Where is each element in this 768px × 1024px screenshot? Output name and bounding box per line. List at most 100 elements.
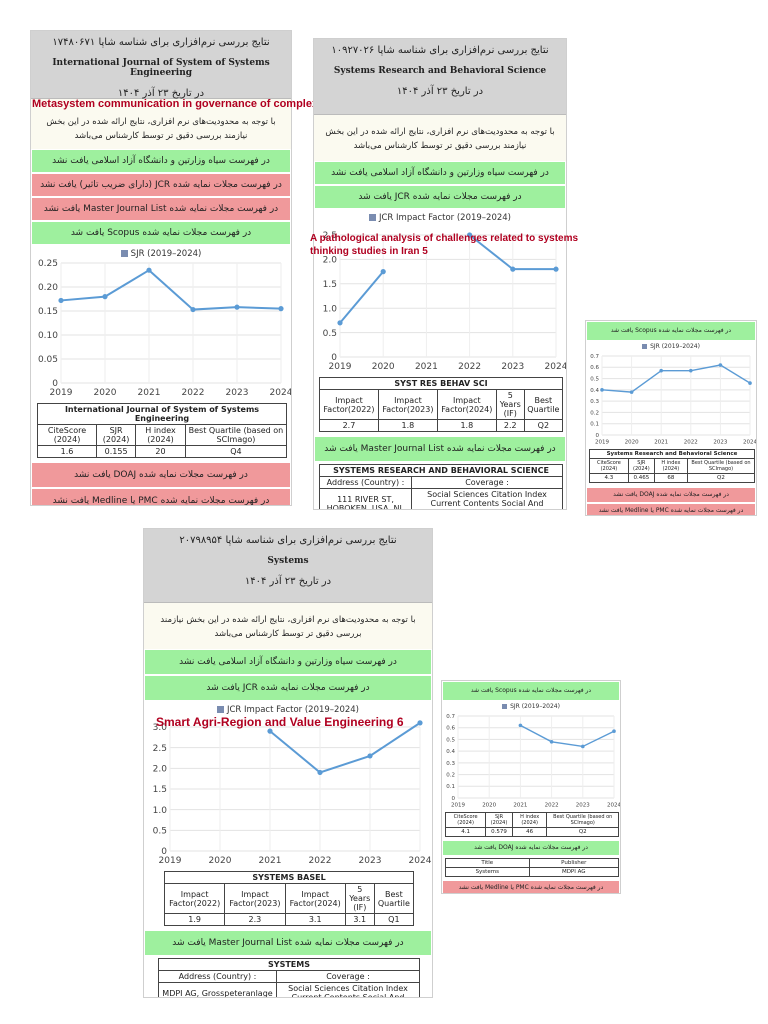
y-tick-label: 0 [596,433,600,439]
sjr-chart: 0 0.1 0.2 0.3 0.4 0.5 0.6 0.7 2019 2020 2021 2022 20… [590,354,756,446]
x-tick-label: 2022 [684,440,698,446]
scopus-bar: در فهرست مجلات نمایه شده Scopus یافت شد [586,321,756,341]
blacklist-bar: در فهرست سیاه وزارتین و دانشگاه آزاد اسل… [314,161,566,185]
jcr-metrics-table: SYST RES BEHAV SCI Impact Factor(2022) I… [319,377,564,432]
table-cell: 2.3 [224,913,286,926]
y-tick-label: 0.5 [153,826,167,836]
mjl-bar: در فهرست مجلات نمایه شده Master Journal … [31,197,291,221]
series-line [601,364,751,393]
series-line [339,270,384,324]
scopus-metrics-table: International Journal of System of Syste… [36,403,288,458]
y-tick-label: 0.2 [590,410,599,416]
x-tick-label: 2022 [309,856,332,866]
data-point [659,368,663,373]
data-point [718,363,723,367]
table-cell: Social Sciences Citation Index Current C… [276,982,420,997]
table-header: CiteScore (2024) [589,458,629,474]
y-tick-label: 2.5 [153,744,167,754]
y-tick-label: 2.5 [323,231,337,241]
table-title: International Journal of System of Syste… [37,403,287,425]
table-cell: 1.6 [36,445,98,458]
date-line: در تاریخ ۲۳ آذر ۱۴۰۴ [244,576,332,587]
table-cell: Q2 [686,473,756,483]
x-tick-label: 2021 [259,856,282,866]
y-tick-label: 0.2 [446,772,455,778]
table-cell: Q2 [546,827,619,837]
table-cell: 0.465 [627,473,655,483]
article-title-overlay: A pathological analysis of challenges re… [310,233,579,244]
table-cell: 2.2 [495,419,525,432]
table-cell: 2.7 [319,419,379,432]
journal-name: Systems [267,556,309,566]
table-header: Publisher [528,858,620,868]
table-cell: MDPI AG [528,867,620,877]
x-tick-label: 2019 [159,856,182,866]
disclaimer-note: با توجه به محدودیت‌های نرم افزاری، نتایج… [314,115,566,161]
x-tick-label: 2019 [50,388,73,398]
y-tick-label: 1.0 [153,806,168,816]
table-cell: 4.3 [589,473,629,483]
chart-icon [642,344,648,349]
table-cell: Q1 [373,913,415,926]
mjl-details-table: SYSTEMS RESEARCH AND BEHAVIORAL SCIENCE … [319,464,563,509]
article-title-overlay: Smart Agri-Region and Value Engineering … [156,715,404,729]
y-tick-label: 0.6 [590,365,599,371]
y-tick-label: 0.3 [446,761,455,767]
jcr-bar: در فهرست مجلات نمایه شده JCR (دارای ضریب… [31,173,291,197]
x-tick-label: 2022 [458,362,481,372]
mjl-details-table: SYSTEMS Address (Country) : Coverage : M… [158,958,420,997]
table-cell: Q4 [184,445,288,458]
table-cell: 68 [653,473,688,483]
y-tick-label: 0.7 [590,354,599,360]
table-header: Best Quartile [373,883,415,914]
date-line: در تاریخ ۲۳ آذر ۱۴۰۴ [396,86,484,97]
table-header: Address (Country) : [158,970,277,983]
journal-name: International Journal of System of Syste… [52,58,270,78]
article-title-overlay: Metasystem communication in governance o… [32,98,328,110]
table-cell: 4.1 [444,827,487,837]
y-tick-label: 0 [52,379,58,389]
table-title: SYSTEMS RESEARCH AND BEHAVIORAL SCIENCE [319,464,563,477]
chart-title: SJR (2019–2024) [442,703,620,710]
y-tick-label: 1.5 [153,785,167,795]
table-header: Coverage : [411,476,563,489]
y-tick-label: 0 [331,353,337,363]
table-header: SJR (2024) [627,458,655,474]
y-tick-label: 3.0 [153,723,168,733]
sjr-chart: 0 0.05 0.10 0.15 0.20 0.25 2019 2020 2021 2022 202… [38,259,291,398]
data-point [380,269,386,275]
data-point [581,744,585,749]
x-tick-label: 2020 [625,440,639,446]
article-title-overlay: thinking studies in Iran 5 [310,246,428,257]
table-header: Best Quartile (based on SCImago) [184,424,288,446]
table-header: CiteScore (2024) [444,812,487,828]
data-point [190,306,196,313]
x-tick-label: 2024 [409,856,432,866]
x-tick-label: 2021 [415,362,438,372]
disclaimer-note: با توجه به محدودیت‌های نرم افزاری، نتایج… [31,99,291,149]
table-header: SJR (2024) [485,812,513,828]
x-tick-label: 2024 [607,803,621,809]
jcr-bar: در فهرست مجلات نمایه شده JCR یافت شد [314,185,566,209]
table-header: Coverage : [276,970,420,983]
scopus-metrics-table: Systems Research and Behavioral Science … [589,449,756,483]
table-cell: 1.8 [436,419,497,432]
table-cell: 1.9 [163,913,226,926]
blacklist-bar: در فهرست سیاه وزارتین و دانشگاه آزاد اسل… [144,649,432,675]
table-header: Best Quartile (based on SCImago) [686,458,756,474]
y-tick-label: 0.1 [446,784,455,790]
sjr-chart: 0 0.1 0.2 0.3 0.4 0.5 0.6 0.7 2019 2020 2021 2022 20… [446,714,621,809]
journal-name: Systems Research and Behavioral Science [333,66,547,76]
data-point [417,720,423,726]
mjl-bar: در فهرست مجلات نمایه شده Master Journal … [144,930,432,956]
table-cell: Q2 [523,419,564,432]
table-header: Title [445,858,530,868]
panel-1: نتایج بررسی نرم‌افزاری برای شناسه شاپا ۱… [30,30,292,506]
table-header: Impact Factor(2023) [377,389,438,420]
data-point [337,320,343,326]
data-point [510,266,516,272]
y-tick-label: 0.1 [590,422,599,428]
data-point [553,266,559,272]
issn-title: نتایج بررسی نرم‌افزاری برای شناسه شاپا ۱… [331,45,549,56]
table-header: Impact Factor(2024) [284,883,346,914]
